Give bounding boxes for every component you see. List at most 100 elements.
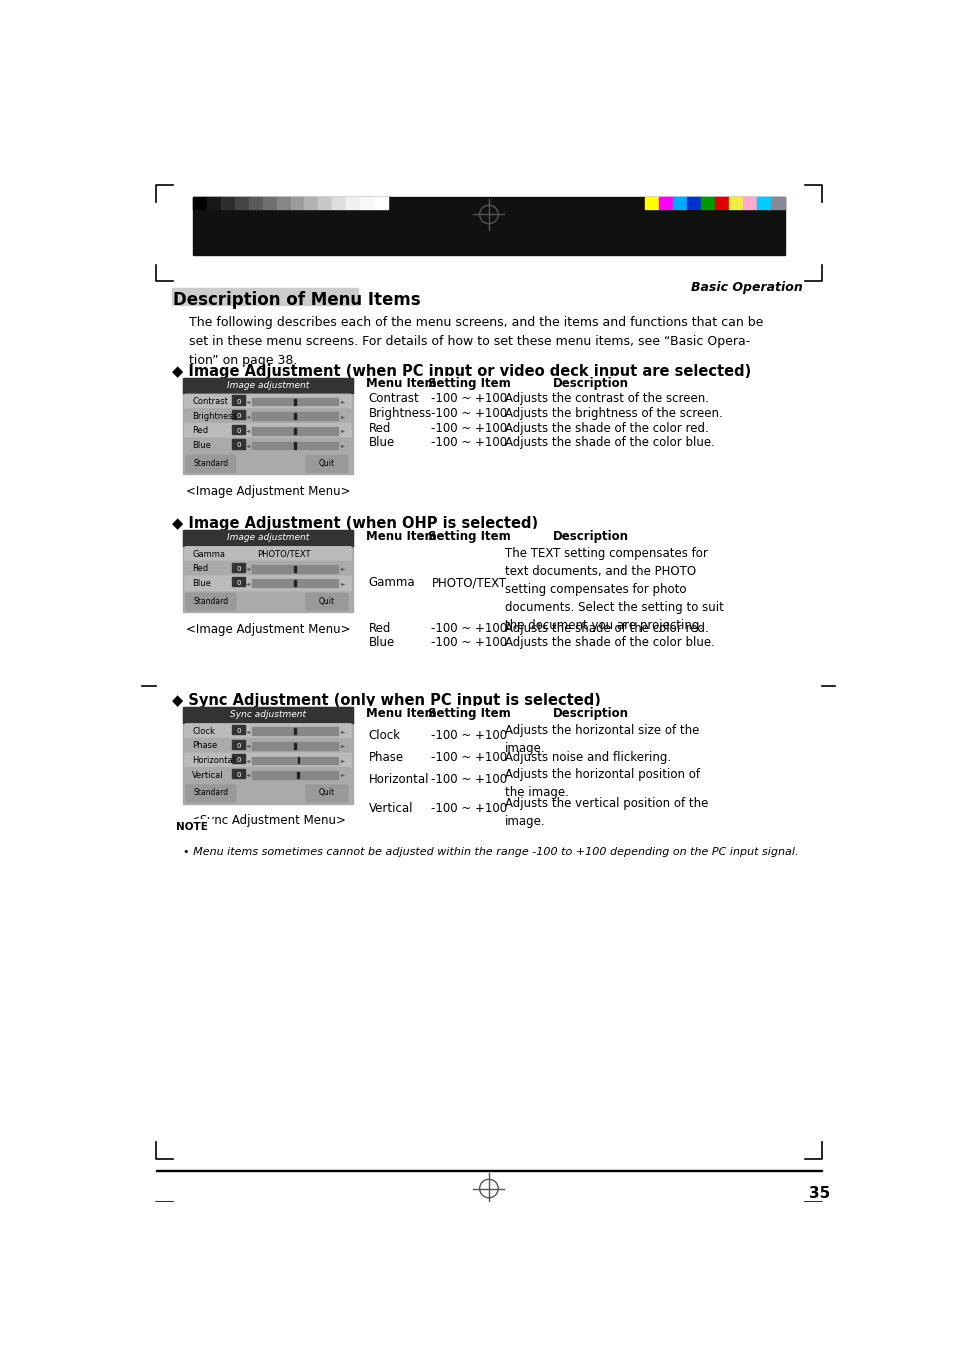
Bar <box>659 197 673 209</box>
Bar <box>364 435 437 450</box>
Bar <box>252 427 337 435</box>
Bar <box>500 721 679 750</box>
Text: Horizontal: Horizontal <box>192 757 234 765</box>
FancyBboxPatch shape <box>185 576 351 590</box>
Text: ◄: ◄ <box>246 443 251 449</box>
Bar <box>364 422 437 435</box>
Bar <box>294 743 295 748</box>
Bar <box>374 197 388 209</box>
Text: ◄: ◄ <box>246 428 251 434</box>
Text: ◆ Sync Adjustment (only when PC input is selected): ◆ Sync Adjustment (only when PC input is… <box>172 693 600 708</box>
Bar <box>364 636 437 650</box>
FancyBboxPatch shape <box>306 785 348 802</box>
Text: Adjusts the shade of the color red.: Adjusts the shade of the color red. <box>505 621 708 635</box>
Bar <box>437 422 500 435</box>
Text: Quit: Quit <box>318 788 335 797</box>
Text: Standard: Standard <box>193 597 228 605</box>
Bar <box>346 197 360 209</box>
Bar <box>233 439 245 449</box>
Bar <box>294 399 295 405</box>
Bar <box>294 566 295 571</box>
Text: • Menu items sometimes cannot be adjusted within the range -100 to +100 dependin: • Menu items sometimes cannot be adjuste… <box>183 847 798 858</box>
Text: Adjusts the shade of the color blue.: Adjusts the shade of the color blue. <box>505 436 715 450</box>
Text: Blue: Blue <box>192 440 211 450</box>
Bar <box>500 705 679 721</box>
Bar <box>233 396 245 405</box>
Bar <box>437 621 500 636</box>
Bar <box>500 750 679 765</box>
Text: The following describes each of the menu screens, and the items and functions th: The following describes each of the menu… <box>189 316 762 367</box>
Text: <Image Adjustment Menu>: <Image Adjustment Menu> <box>186 485 350 497</box>
Bar <box>645 197 659 209</box>
FancyBboxPatch shape <box>306 455 348 473</box>
Text: -100 ~ +100: -100 ~ +100 <box>431 751 507 765</box>
Text: -100 ~ +100: -100 ~ +100 <box>431 436 507 450</box>
Bar <box>183 530 353 546</box>
Text: 0: 0 <box>236 413 240 419</box>
Bar <box>233 424 245 434</box>
Bar <box>294 428 295 434</box>
Bar <box>364 794 437 824</box>
Bar <box>252 565 337 573</box>
Text: PHOTO/TEXT: PHOTO/TEXT <box>432 576 507 589</box>
Text: Red: Red <box>369 621 391 635</box>
Bar <box>172 288 357 304</box>
Text: 0: 0 <box>236 728 240 734</box>
Bar <box>500 765 679 794</box>
Bar <box>220 197 234 209</box>
Text: NOTE: NOTE <box>176 821 208 832</box>
Text: -100 ~ +100: -100 ~ +100 <box>431 422 507 435</box>
Text: Setting Item: Setting Item <box>428 707 511 720</box>
Bar <box>364 765 437 794</box>
Bar <box>364 528 679 650</box>
Bar <box>252 742 337 750</box>
Text: Description of Menu Items: Description of Menu Items <box>173 292 420 309</box>
Text: ►: ► <box>340 399 345 404</box>
Text: Setting Item: Setting Item <box>428 377 511 390</box>
Bar <box>500 621 679 636</box>
Text: 0: 0 <box>236 771 240 778</box>
Text: Blue: Blue <box>369 436 395 450</box>
FancyBboxPatch shape <box>306 593 348 611</box>
Text: Vertical: Vertical <box>369 802 413 816</box>
Text: ◄: ◄ <box>246 399 251 404</box>
Bar <box>262 197 276 209</box>
Bar <box>673 197 686 209</box>
Text: 35: 35 <box>808 1186 829 1201</box>
Bar <box>500 794 679 824</box>
Text: Clock: Clock <box>369 730 400 742</box>
Text: ►: ► <box>340 743 345 748</box>
Text: ◆ Image Adjustment (when OHP is selected): ◆ Image Adjustment (when OHP is selected… <box>172 516 537 531</box>
Bar <box>437 765 500 794</box>
Bar <box>332 197 346 209</box>
Bar <box>728 197 742 209</box>
Bar <box>249 197 262 209</box>
Bar <box>193 197 784 254</box>
Bar <box>437 544 500 621</box>
Text: Blue: Blue <box>192 578 211 588</box>
FancyBboxPatch shape <box>185 562 351 576</box>
Text: ◄: ◄ <box>246 743 251 748</box>
Bar <box>742 197 757 209</box>
Bar <box>437 750 500 765</box>
Text: ◄: ◄ <box>246 566 251 571</box>
Text: Menu Item: Menu Item <box>365 530 436 543</box>
Text: <Sync Adjustment Menu>: <Sync Adjustment Menu> <box>190 815 346 827</box>
Bar <box>304 197 318 209</box>
Bar <box>437 435 500 450</box>
Bar <box>500 636 679 650</box>
Bar <box>252 580 337 588</box>
Text: ►: ► <box>340 773 345 778</box>
Bar <box>364 750 437 765</box>
Text: Adjusts the horizontal position of
the image.: Adjusts the horizontal position of the i… <box>505 769 700 798</box>
Bar <box>233 577 245 586</box>
Text: Description: Description <box>552 530 628 543</box>
Text: Red: Red <box>192 427 208 435</box>
Text: Brightness: Brightness <box>192 412 237 420</box>
Bar <box>252 412 337 420</box>
FancyBboxPatch shape <box>185 767 351 782</box>
Text: ◄: ◄ <box>246 758 251 763</box>
Bar <box>770 197 784 209</box>
Text: 0: 0 <box>236 758 240 763</box>
Text: PHOTO/TEXT: PHOTO/TEXT <box>256 550 310 558</box>
